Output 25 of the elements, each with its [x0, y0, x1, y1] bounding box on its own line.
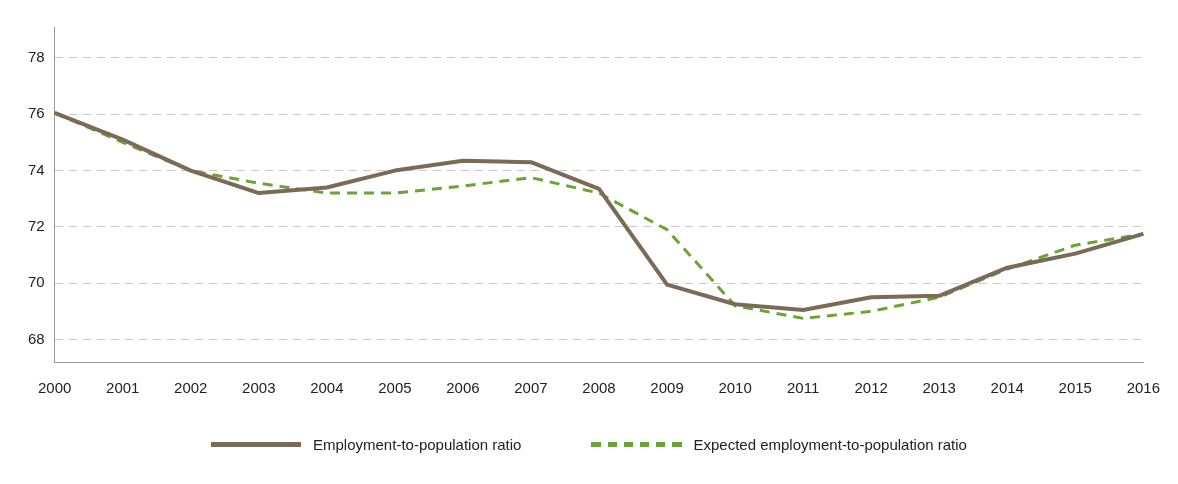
x-tick-label: 2016 — [1126, 379, 1160, 397]
x-tick-label: 2003 — [242, 379, 276, 397]
x-tick-label: 2013 — [922, 379, 956, 397]
x-tick-label: 2006 — [446, 379, 480, 397]
x-tick-label: 2001 — [106, 379, 140, 397]
y-tick-label: 68 — [28, 329, 45, 347]
x-tick-label: 2004 — [310, 379, 344, 397]
x-tick-label: 2007 — [514, 379, 548, 397]
y-tick-label: 70 — [28, 273, 45, 291]
y-tick-label: 74 — [28, 160, 45, 178]
x-tick-label: 2008 — [582, 379, 616, 397]
y-tick-label: 72 — [28, 217, 45, 235]
y-tick-label: 76 — [28, 104, 45, 122]
x-tick-label: 2011 — [786, 379, 820, 397]
x-tick-label: 2014 — [990, 379, 1024, 397]
y-tick-label: 78 — [28, 48, 45, 66]
legend-label: Employment-to-population ratio — [313, 436, 522, 453]
x-tick-label: 2012 — [854, 379, 888, 397]
x-tick-label: 2005 — [378, 379, 412, 397]
x-tick-label: 2015 — [1058, 379, 1092, 397]
legend-label: Expected employment-to-population ratio — [693, 436, 967, 453]
x-tick-label: 2010 — [718, 379, 752, 397]
x-tick-label: 2009 — [650, 379, 684, 397]
x-tick-label: 2000 — [38, 379, 72, 397]
x-tick-label: 2002 — [174, 379, 208, 397]
